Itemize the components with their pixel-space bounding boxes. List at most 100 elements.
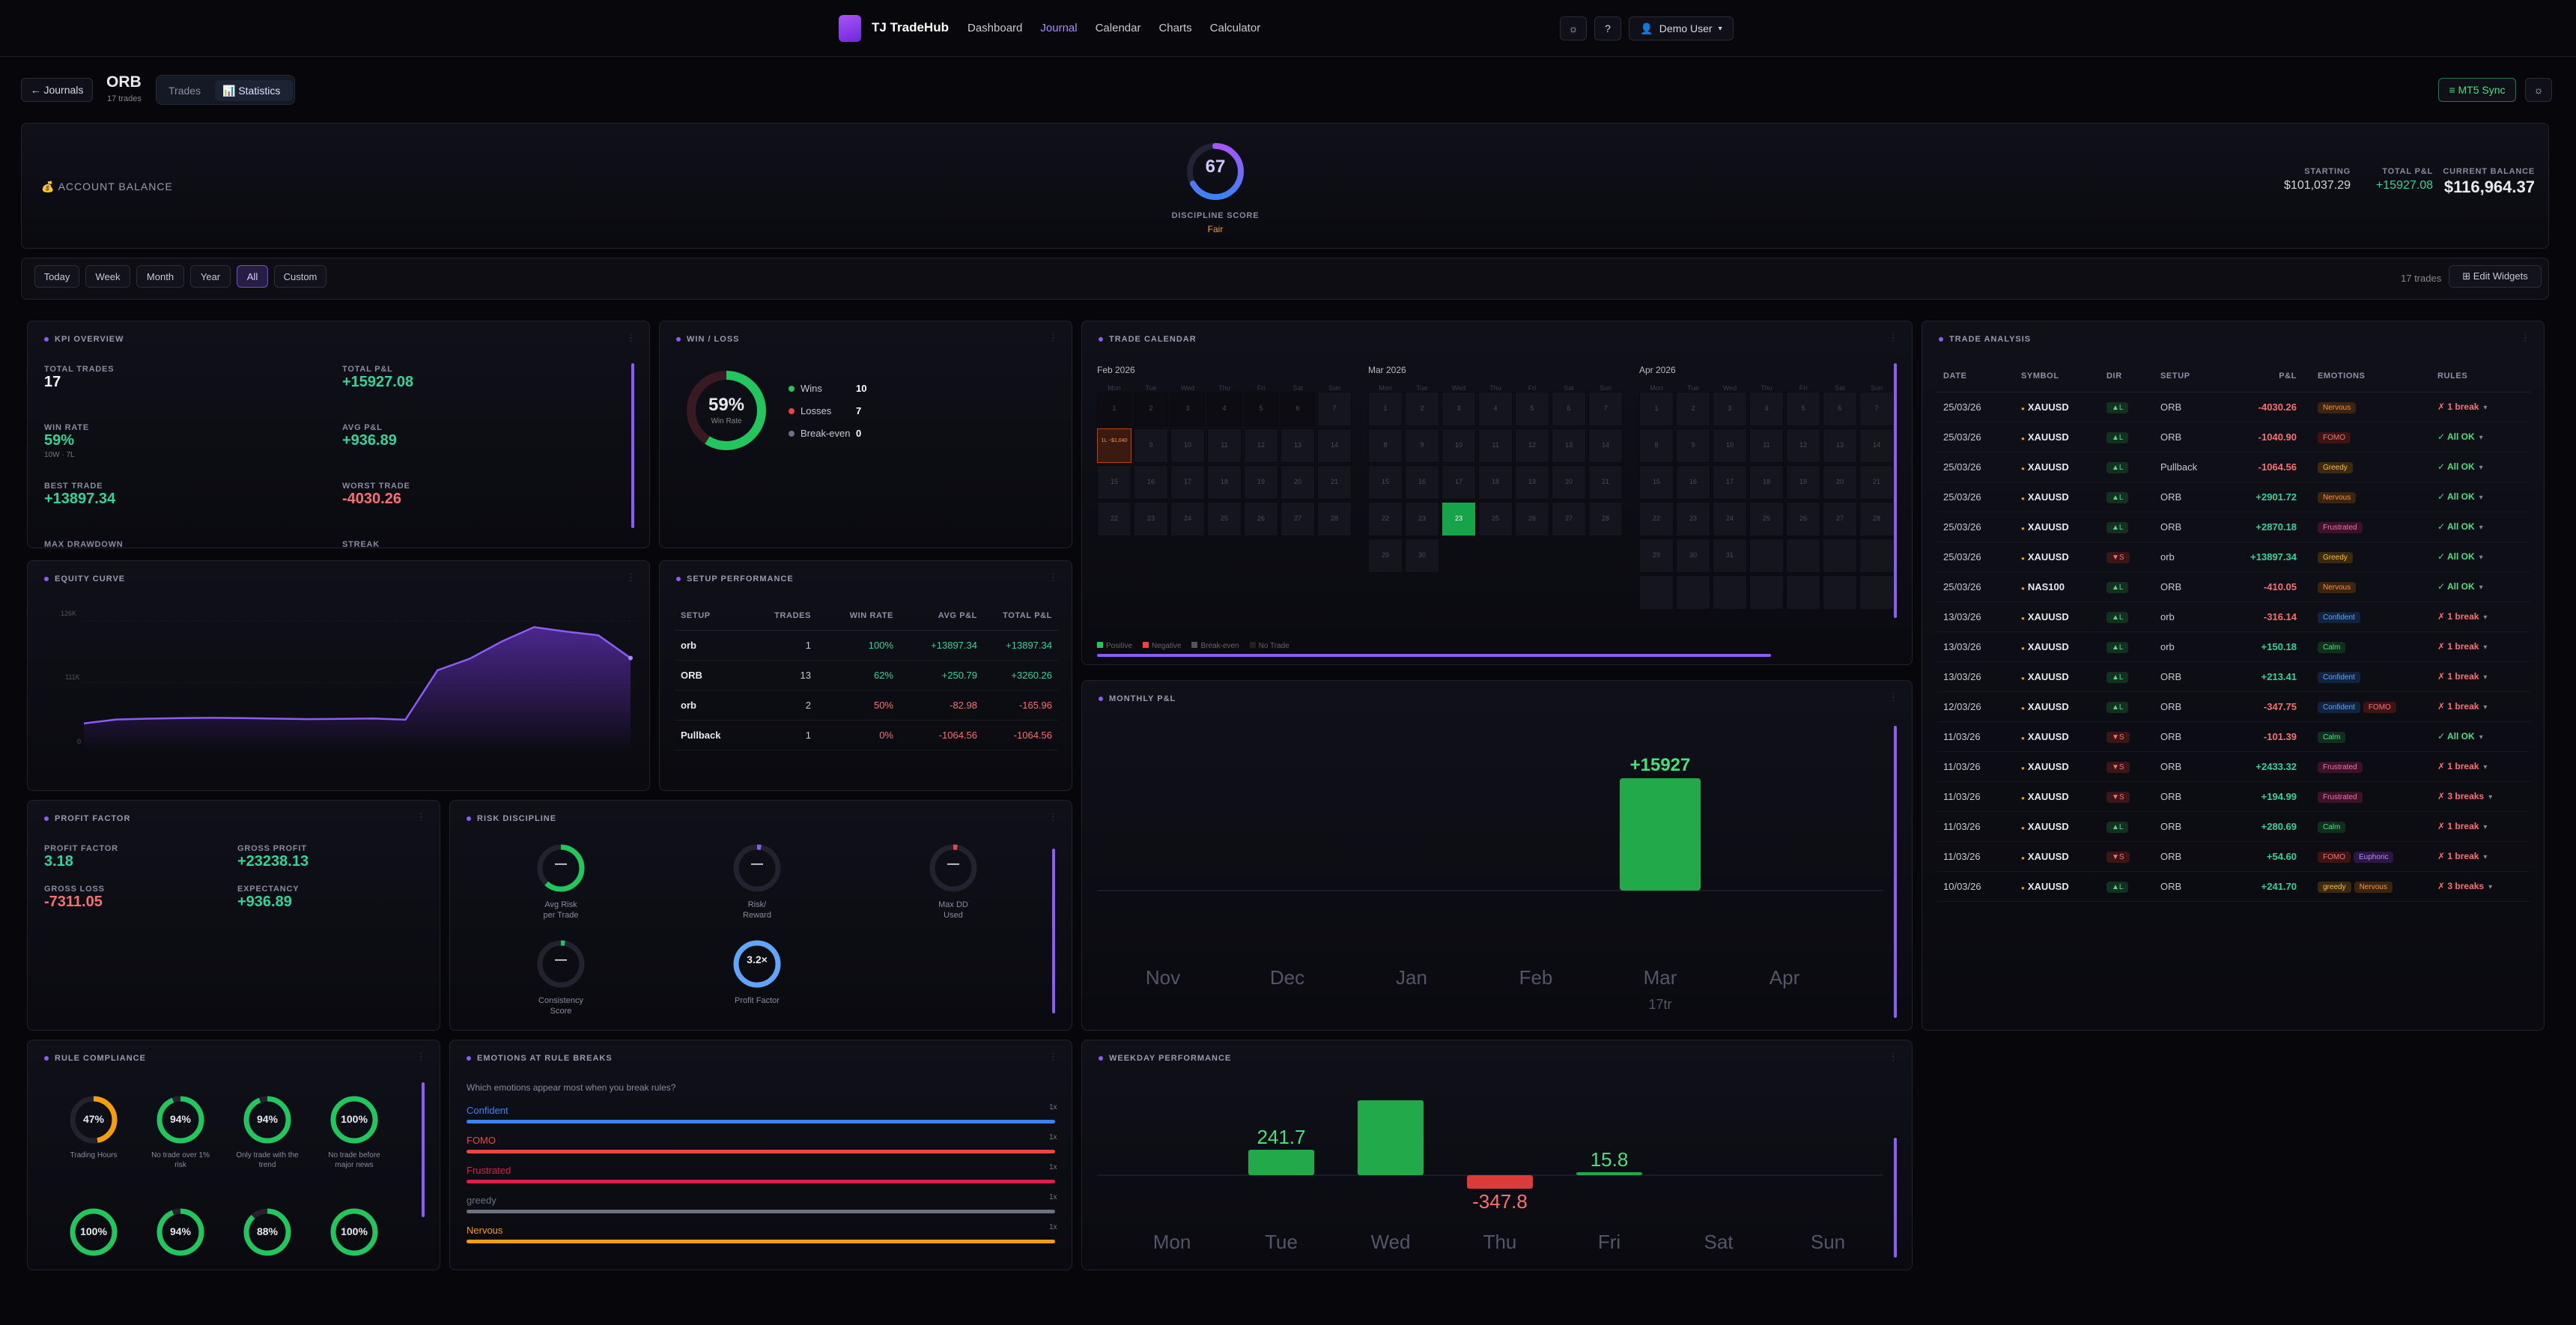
calendar-day-cell[interactable]: 4 (1478, 392, 1513, 426)
calendar-day-cell[interactable]: 24 (1713, 502, 1747, 536)
column-header-avgpl[interactable]: AVG P&L (899, 601, 983, 631)
calendar-day-cell[interactable]: 30 (1405, 539, 1439, 573)
calendar-day-cell[interactable]: 2 (1676, 392, 1710, 426)
calendar-day-cell[interactable]: 6 (1281, 392, 1315, 426)
calendar-day-cell[interactable]: 7 (1588, 392, 1623, 426)
widget-menu-icon[interactable]: ⋮ (416, 1051, 426, 1062)
weekday-bar[interactable] (1248, 1150, 1314, 1175)
calendar-day-cell[interactable]: 4 (1207, 392, 1242, 426)
calendar-day-cell[interactable]: 22 (1368, 502, 1403, 536)
calendar-day-cell[interactable]: 8 (1368, 428, 1403, 463)
calendar-day-cell[interactable] (1786, 575, 1820, 610)
calendar-day-cell[interactable]: 10 (1713, 428, 1747, 463)
calendar-day-cell[interactable]: 7 (1317, 392, 1352, 426)
table-row[interactable]: 11/03/26 ● XAUUSD ▼S ORB -101.39 Calm ✓ All OK ▾ (1937, 721, 2530, 752)
calendar-day-cell[interactable]: 17 (1713, 465, 1747, 500)
table-row[interactable]: Pullback 1 0% -1064.56 -1064.56 (675, 720, 1058, 751)
calendar-day-cell[interactable]: 12 (1244, 428, 1278, 463)
calendar-day-cell[interactable] (1749, 575, 1784, 610)
widget-menu-icon[interactable]: ⋮ (1048, 811, 1058, 822)
nav-calculator[interactable]: Calculator (1209, 22, 1261, 34)
table-row[interactable]: 25/03/26 ● XAUUSD ▼S orb +13897.34 Greedy ✓ All… (1937, 542, 2530, 572)
widget-menu-icon[interactable]: ⋮ (1889, 332, 1898, 343)
calendar-day-cell[interactable]: 9 (1676, 428, 1710, 463)
calendar-day-cell[interactable]: 11 (1207, 428, 1242, 463)
nav-calendar[interactable]: Calendar (1095, 22, 1141, 34)
calendar-day-cell[interactable] (1786, 539, 1820, 573)
table-row[interactable]: orb 2 50% -82.98 -165.96 (675, 690, 1058, 721)
weekday-bar[interactable] (1358, 1100, 1424, 1175)
calendar-day-cell[interactable]: 29 (1639, 539, 1674, 573)
user-menu-button[interactable]: 👤 Demo User ▾ (1629, 16, 1734, 40)
calendar-day-cell[interactable]: 18 (1749, 465, 1784, 500)
column-header-emotions[interactable]: EMOTIONS (2312, 360, 2431, 392)
emotion-bar[interactable] (467, 1150, 1055, 1153)
table-row[interactable]: 10/03/26 ● XAUUSD ▲L ORB +241.70 greedy Nervous… (1937, 871, 2530, 902)
column-header-setup[interactable]: SETUP (2154, 360, 2232, 392)
nav-journal[interactable]: Journal (1040, 22, 1078, 34)
calendar-day-cell[interactable]: 21 (1588, 465, 1623, 500)
column-header-trades[interactable]: TRADES (757, 601, 817, 631)
month-bar[interactable] (1620, 778, 1701, 891)
calendar-day-cell[interactable]: 9 (1134, 428, 1168, 463)
calendar-day-cell[interactable]: 13 (1823, 428, 1857, 463)
calendar-day-cell[interactable]: 18 (1207, 465, 1242, 500)
horizontal-scrollbar[interactable] (1097, 654, 1771, 657)
calendar-day-cell[interactable]: 15 (1639, 465, 1674, 500)
back-to-journals-button[interactable]: ← Journals (21, 78, 93, 102)
calendar-day-cell[interactable]: 28 (1859, 502, 1894, 536)
calendar-day-cell[interactable]: 29 (1368, 539, 1403, 573)
calendar-day-cell[interactable] (1676, 575, 1710, 610)
filter-custom[interactable]: Custom (274, 265, 326, 288)
weekday-bar[interactable] (1576, 1172, 1642, 1175)
calendar-day-cell[interactable]: 19 (1244, 465, 1278, 500)
journal-settings-button[interactable]: ☼ (2525, 78, 2552, 102)
calendar-day-cell[interactable]: 15 (1097, 465, 1131, 500)
calendar-day-cell[interactable]: 15 (1368, 465, 1403, 500)
calendar-day-cell[interactable] (1859, 575, 1894, 610)
calendar-day-cell[interactable] (1859, 539, 1894, 573)
scrollbar[interactable] (422, 1082, 425, 1217)
calendar-day-cell[interactable]: 1 (1639, 392, 1674, 426)
calendar-day-cell[interactable]: 1 (1097, 392, 1131, 426)
table-row[interactable]: 25/03/26 ● XAUUSD ▲L ORB -1040.90 FOMO ✓ All OK… (1937, 422, 2530, 452)
calendar-day-cell[interactable]: 27 (1552, 502, 1586, 536)
calendar-day-cell[interactable]: 18 (1478, 465, 1513, 500)
widget-menu-icon[interactable]: ⋮ (1889, 1051, 1898, 1062)
calendar-day-cell[interactable]: 20 (1552, 465, 1586, 500)
calendar-day-cell[interactable]: 12 (1786, 428, 1820, 463)
calendar-day-cell[interactable]: 1 (1368, 392, 1403, 426)
calendar-day-cell[interactable] (1713, 575, 1747, 610)
calendar-day-cell[interactable]: 13 (1552, 428, 1586, 463)
emotion-bar[interactable] (467, 1180, 1055, 1183)
calendar-day-cell[interactable]: 26 (1786, 502, 1820, 536)
emotion-bar[interactable] (467, 1240, 1055, 1243)
tab-trades[interactable]: Trades (168, 85, 201, 97)
table-row[interactable]: 25/03/26 ● NAS100 ▲L ORB -410.05 Nervous ✓ All … (1937, 571, 2530, 602)
calendar-day-cell[interactable]: 8 (1639, 428, 1674, 463)
table-row[interactable]: ORB 13 62% +250.79 +3260.26 (675, 660, 1058, 691)
calendar-day-cell[interactable]: 14 (1588, 428, 1623, 463)
calendar-day-cell[interactable]: 23 (1676, 502, 1710, 536)
calendar-day-cell[interactable]: 25 (1207, 502, 1242, 536)
table-row[interactable]: 12/03/26 ● XAUUSD ▲L ORB -347.75 Confident FOMO… (1937, 691, 2530, 722)
calendar-day-cell[interactable]: 21 (1859, 465, 1894, 500)
filter-today[interactable]: Today (34, 265, 79, 288)
calendar-day-cell[interactable] (1749, 539, 1784, 573)
calendar-day-cell[interactable]: 24 (1170, 502, 1205, 536)
scrollbar[interactable] (1894, 726, 1897, 1018)
calendar-day-cell[interactable]: 5 (1515, 392, 1549, 426)
column-header-setup[interactable]: SETUP (675, 601, 757, 631)
calendar-day-cell[interactable]: 23 (1134, 502, 1168, 536)
calendar-day-cell[interactable]: 17 (1442, 465, 1476, 500)
calendar-day-cell[interactable]: 20 (1281, 465, 1315, 500)
calendar-day-cell[interactable]: 23 (1442, 502, 1476, 536)
column-header-symbol[interactable]: SYMBOL (2015, 360, 2100, 392)
calendar-day-cell[interactable]: 26 (1515, 502, 1549, 536)
calendar-day-cell[interactable]: 2 (1405, 392, 1439, 426)
calendar-day-cell[interactable]: 5 (1786, 392, 1820, 426)
widget-menu-icon[interactable]: ⋮ (1048, 332, 1058, 343)
calendar-day-cell[interactable]: 9 (1405, 428, 1439, 463)
widget-menu-icon[interactable]: ⋮ (1048, 1051, 1058, 1062)
calendar-day-cell[interactable]: 11 (1478, 428, 1513, 463)
